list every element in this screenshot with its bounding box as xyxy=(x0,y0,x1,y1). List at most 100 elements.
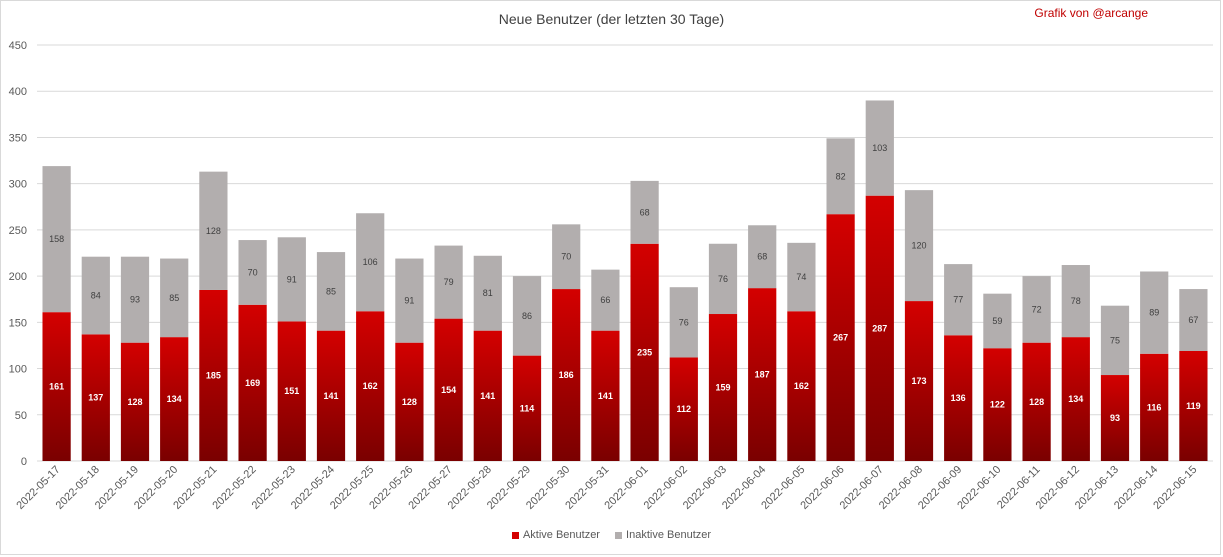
bar-active xyxy=(199,289,228,461)
data-label-inactive: 91 xyxy=(287,274,297,284)
bar-active xyxy=(42,312,71,461)
y-tick-label: 100 xyxy=(9,364,27,376)
bar-active xyxy=(748,288,777,461)
data-label-active: 122 xyxy=(990,400,1005,410)
data-label-inactive: 78 xyxy=(1071,296,1081,306)
data-label-active: 136 xyxy=(951,393,966,403)
bar-inactive xyxy=(199,171,228,290)
data-label-inactive: 67 xyxy=(1188,315,1198,325)
y-tick-label: 350 xyxy=(9,132,27,144)
y-tick-label: 300 xyxy=(9,179,27,191)
bar-inactive xyxy=(1179,289,1208,351)
bar-active xyxy=(238,304,267,461)
bar-inactive xyxy=(708,243,738,315)
bar-active xyxy=(1061,337,1090,461)
bar-inactive xyxy=(865,100,894,196)
y-tick-label: 400 xyxy=(9,86,27,98)
data-label-active: 134 xyxy=(167,394,182,404)
data-label-inactive: 82 xyxy=(836,171,846,181)
data-label-active: 119 xyxy=(1186,401,1201,411)
data-label-active: 169 xyxy=(245,378,260,388)
legend-label-active: Aktive Benutzer xyxy=(522,529,600,541)
data-label-inactive: 75 xyxy=(1110,335,1120,345)
data-label-active: 112 xyxy=(677,404,692,414)
bar-active xyxy=(473,330,502,461)
bar-active xyxy=(316,330,346,461)
data-label-inactive: 106 xyxy=(363,257,378,267)
data-label-inactive: 70 xyxy=(561,252,571,262)
data-label-inactive: 103 xyxy=(872,143,887,153)
data-label-inactive: 81 xyxy=(483,288,493,298)
bar-inactive xyxy=(944,264,973,336)
bar-inactive xyxy=(42,166,71,313)
bar-inactive xyxy=(81,256,110,335)
data-label-active: 267 xyxy=(833,333,848,343)
y-tick-label: 450 xyxy=(9,40,27,52)
data-label-active: 114 xyxy=(520,403,535,413)
data-label-active: 141 xyxy=(323,391,338,401)
bar-active xyxy=(552,289,581,461)
bar-inactive xyxy=(356,213,385,312)
data-label-active: 141 xyxy=(480,391,495,401)
data-label-inactive: 68 xyxy=(640,207,650,217)
bar-inactive xyxy=(434,245,463,319)
bar-inactive xyxy=(473,255,502,331)
bar-inactive xyxy=(748,225,777,289)
data-label-inactive: 74 xyxy=(796,272,806,282)
bar-active xyxy=(1140,353,1169,461)
data-label-active: 154 xyxy=(441,385,456,395)
chart-legend: Aktive Benutzer Inaktive Benutzer xyxy=(0,529,1223,542)
data-label-active: 186 xyxy=(559,370,574,380)
bar-inactive xyxy=(1140,271,1169,354)
data-label-inactive: 84 xyxy=(91,291,101,301)
y-tick-label: 250 xyxy=(9,225,27,237)
legend-swatch-active xyxy=(511,531,519,539)
data-label-active: 93 xyxy=(1110,413,1120,423)
data-label-active: 162 xyxy=(794,381,809,391)
data-label-inactive: 128 xyxy=(206,226,221,236)
data-label-active: 116 xyxy=(1147,402,1162,412)
bar-active xyxy=(1179,350,1208,461)
y-tick-label: 0 xyxy=(21,456,27,468)
data-label-inactive: 68 xyxy=(757,252,767,262)
data-label-active: 137 xyxy=(88,393,103,403)
y-tick-label: 150 xyxy=(9,317,27,329)
data-label-active: 151 xyxy=(284,386,299,396)
bar-active xyxy=(591,330,620,461)
data-label-inactive: 158 xyxy=(49,234,64,244)
y-tick-label: 200 xyxy=(9,271,27,283)
bar-inactive xyxy=(787,242,816,312)
data-label-inactive: 77 xyxy=(953,295,963,305)
bar-inactive xyxy=(826,138,855,215)
bar-active xyxy=(1022,342,1051,461)
bar-active xyxy=(669,357,698,461)
bar-active xyxy=(983,348,1012,461)
bar-active xyxy=(904,301,934,461)
bar-active xyxy=(512,355,542,461)
data-label-inactive: 85 xyxy=(169,293,179,303)
data-label-active: 159 xyxy=(715,383,730,393)
data-label-inactive: 89 xyxy=(1149,308,1159,318)
bar-inactive xyxy=(1022,276,1051,343)
bar-inactive xyxy=(904,190,934,302)
bar-active xyxy=(826,214,855,461)
data-label-inactive: 76 xyxy=(718,274,728,284)
data-label-inactive: 79 xyxy=(444,277,454,287)
legend-item-active: Aktive Benutzer xyxy=(511,529,600,541)
data-label-active: 161 xyxy=(49,382,64,392)
data-label-inactive: 72 xyxy=(1032,304,1042,314)
data-label-inactive: 76 xyxy=(679,317,689,327)
data-label-active: 185 xyxy=(206,370,221,380)
bar-inactive xyxy=(512,276,542,356)
data-label-inactive: 66 xyxy=(600,295,610,305)
bar-inactive xyxy=(1100,305,1130,376)
bar-active xyxy=(81,334,110,461)
data-label-inactive: 93 xyxy=(130,295,140,305)
bar-active xyxy=(160,337,189,461)
bar-active xyxy=(120,342,150,461)
data-label-active: 235 xyxy=(637,347,652,357)
bar-inactive xyxy=(591,269,620,331)
bar-active xyxy=(865,195,894,461)
